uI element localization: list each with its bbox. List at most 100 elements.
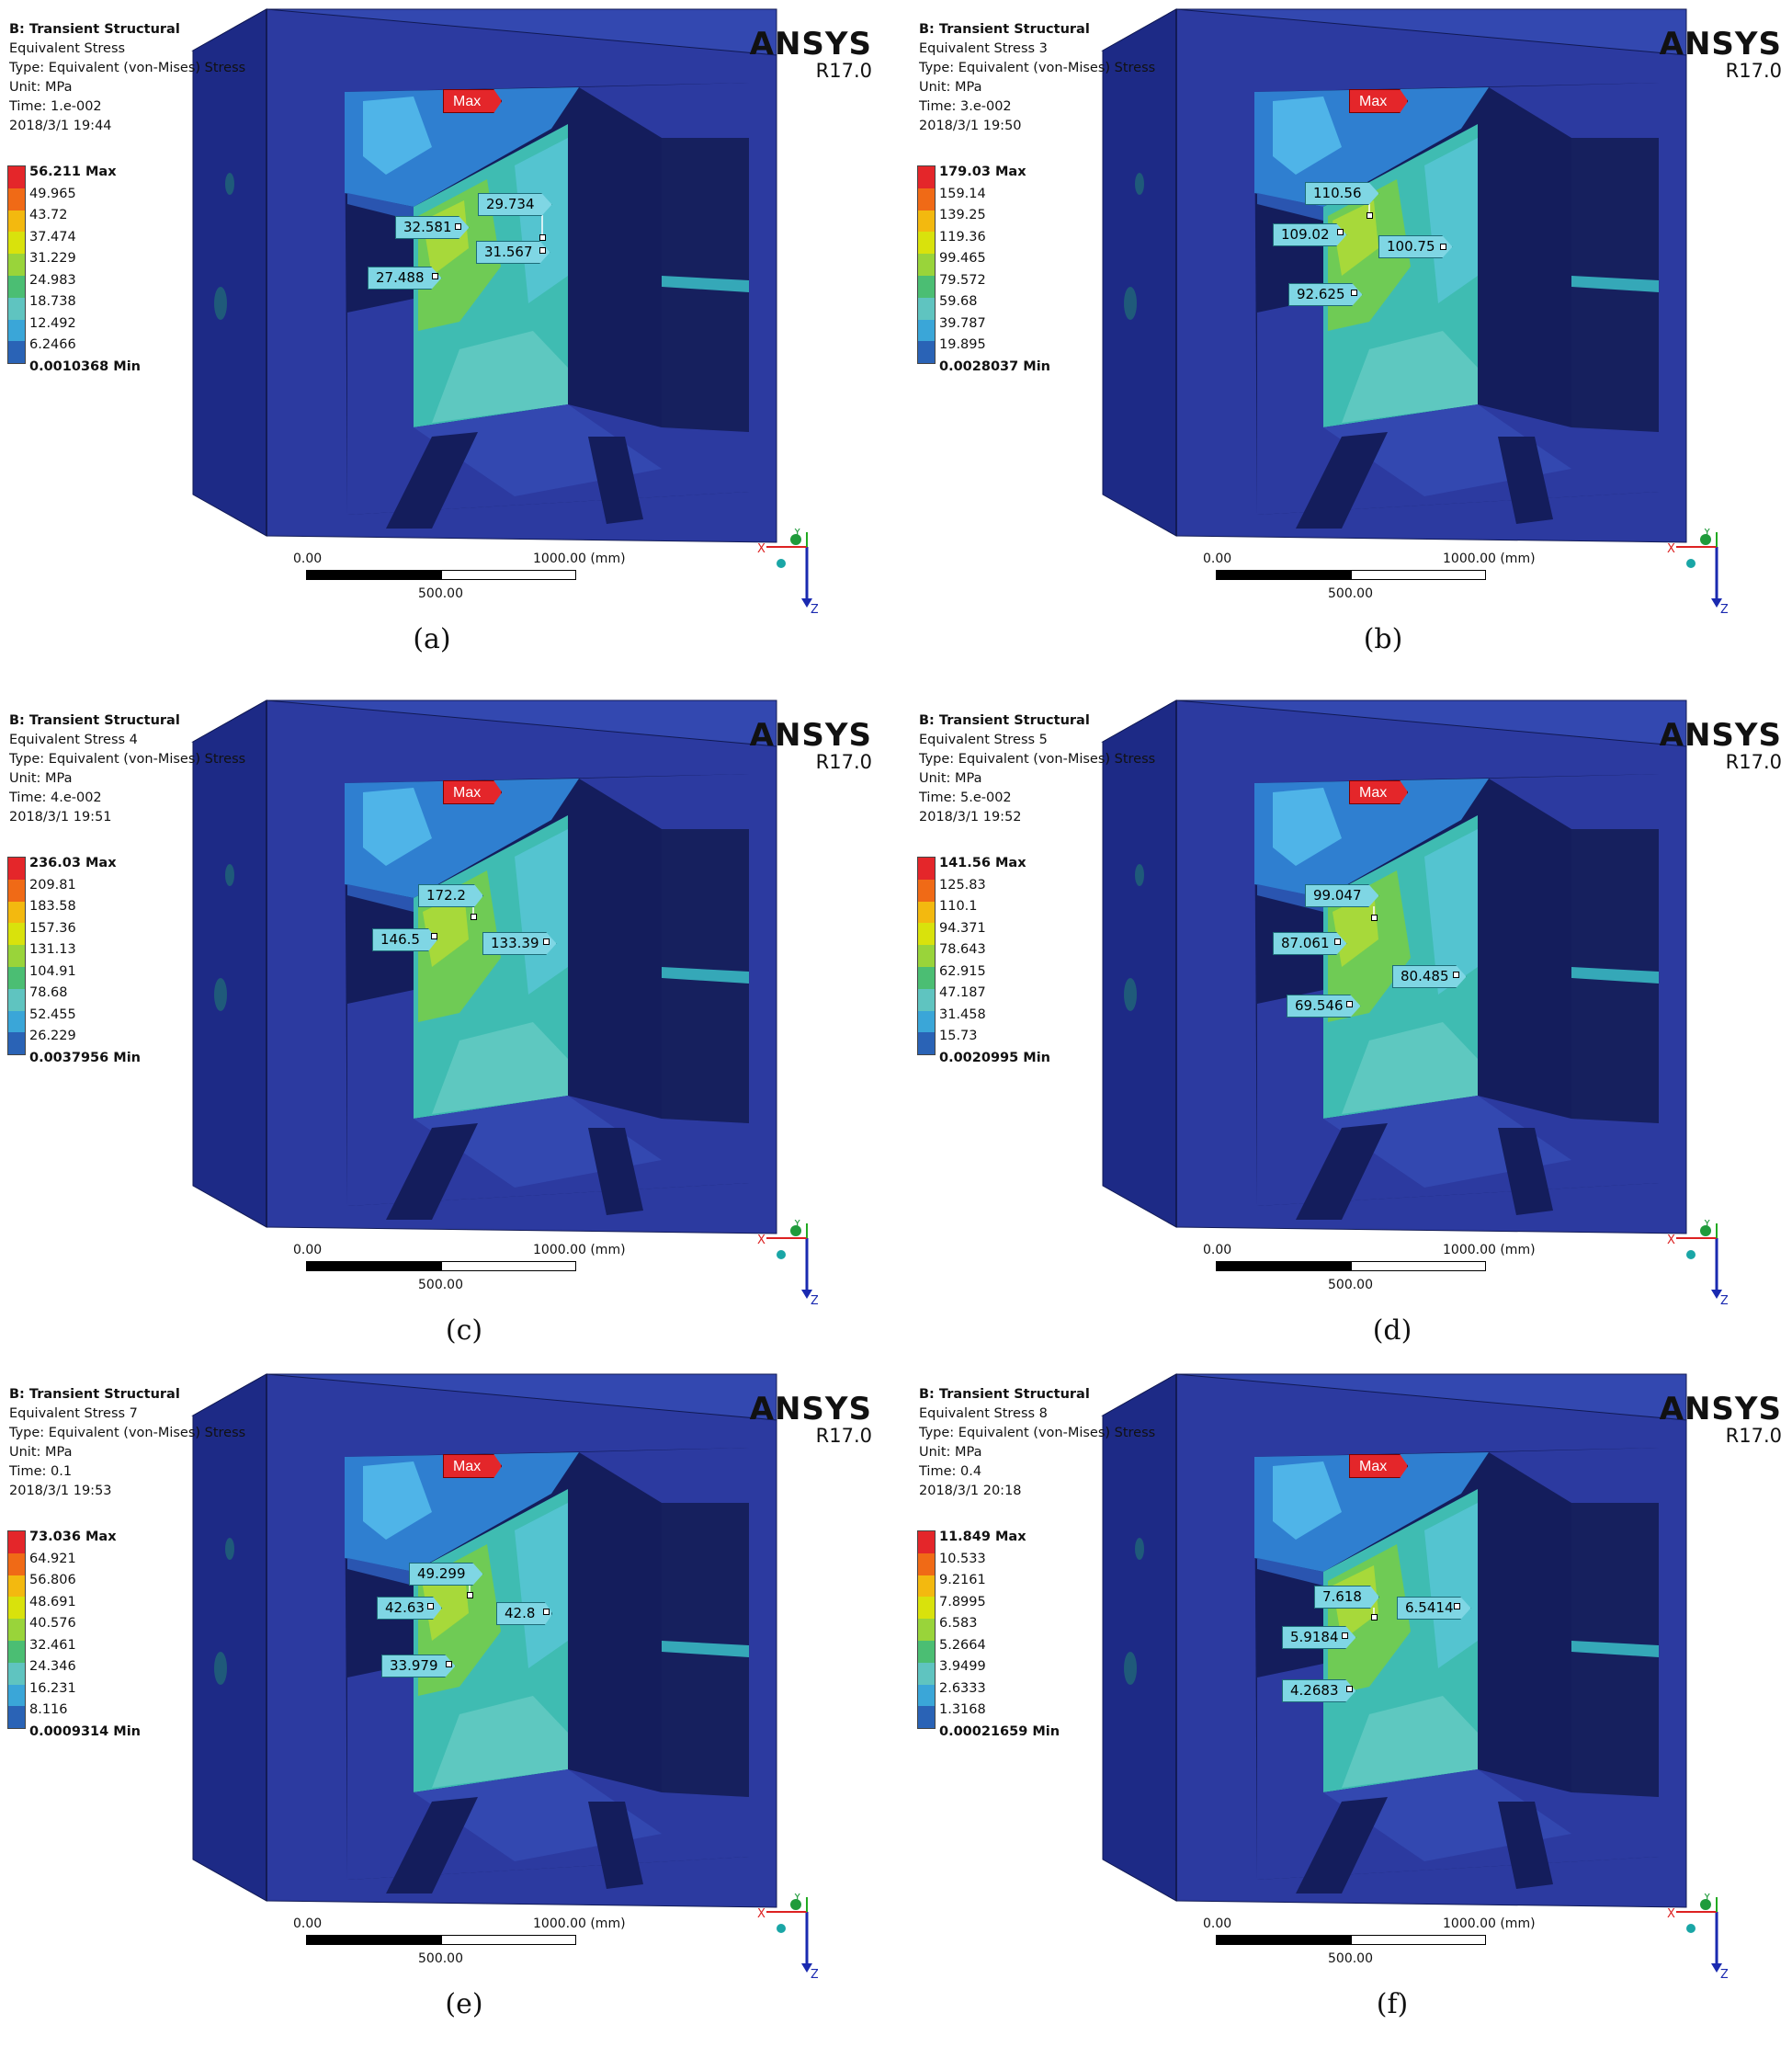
max-marker[interactable]: Max <box>443 89 503 113</box>
legend-swatch <box>918 275 935 298</box>
max-marker[interactable]: Max <box>443 780 503 804</box>
legend-swatch <box>918 188 935 210</box>
result-unit: Unit: MPa <box>919 1445 982 1460</box>
probe-label[interactable]: 29.734 <box>478 193 552 216</box>
axis-triad-icon[interactable]: X Y Z <box>1663 529 1728 616</box>
legend-labels: 179.03 Max 159.14 139.25 119.36 99.465 79.572… <box>939 162 1050 378</box>
legend-swatch <box>8 879 25 902</box>
max-marker[interactable]: Max <box>1349 780 1409 804</box>
probe-point <box>1342 1632 1348 1639</box>
lower-stiffener-1 <box>1296 1797 1388 1893</box>
probe-label[interactable]: 49.299 <box>409 1563 483 1586</box>
legend-tick-label: 9.2161 <box>939 1573 986 1587</box>
plate-contour-cyan <box>1424 829 1478 995</box>
max-marker[interactable]: Max <box>1349 89 1409 113</box>
fea-model-view[interactable] <box>0 0 896 682</box>
result-date: 2018/3/1 19:50 <box>919 119 1022 133</box>
axis-triad-icon[interactable]: X Y Z <box>1663 1893 1728 1981</box>
legend-min-label: 0.0028037 Min <box>939 358 1050 374</box>
legend-tick-label: 79.572 <box>939 272 986 288</box>
legend-swatch <box>8 297 25 320</box>
axis-triad-icon[interactable]: X Y Z <box>754 1893 818 1981</box>
probe-label[interactable]: 109.02 <box>1273 223 1347 246</box>
probe-label[interactable]: 110.56 <box>1305 182 1379 205</box>
probe-label[interactable]: 4.2683 <box>1282 1679 1356 1702</box>
legend-tick-label: 119.36 <box>939 229 986 245</box>
probe-label[interactable]: 42.8 <box>496 1602 553 1625</box>
legend-tick-label: 12.492 <box>29 315 76 331</box>
length-scale-bar: 0.00 1000.00 (mm) 500.00 <box>293 552 626 607</box>
probe-label[interactable]: 87.061 <box>1273 932 1347 955</box>
probe-label[interactable]: 33.979 <box>381 1655 456 1677</box>
result-date: 2018/3/1 20:18 <box>919 1484 1022 1498</box>
fea-model-view[interactable] <box>0 1365 896 2047</box>
probe-label[interactable]: 31.567 <box>476 241 550 264</box>
probe-label[interactable]: 42.63 <box>377 1597 442 1620</box>
legend-swatch <box>8 1597 25 1620</box>
legend-color-bar <box>7 857 26 1055</box>
legend-swatch <box>8 1575 25 1598</box>
result-type: Type: Equivalent (von-Mises) Stress <box>9 752 246 767</box>
result-unit: Unit: MPa <box>919 771 982 786</box>
legend-swatch <box>8 1032 25 1055</box>
ansys-wordmark: ANSYS <box>1659 1391 1782 1427</box>
probe-point <box>1337 229 1344 235</box>
probe-label[interactable]: 92.625 <box>1288 283 1363 306</box>
probe-point <box>467 1592 473 1598</box>
legend-tick-label: 8.116 <box>29 1702 68 1717</box>
legend-swatch <box>8 210 25 233</box>
right-shelf <box>662 967 749 984</box>
probe-label[interactable]: 172.2 <box>418 884 483 907</box>
axis-z-label: Z <box>811 1294 818 1307</box>
axis-triad-icon[interactable]: X Y Z <box>754 1220 818 1307</box>
lower-stiffener-2 <box>1498 1802 1553 1889</box>
probe-label[interactable]: 5.9184 <box>1282 1626 1356 1649</box>
probe-label[interactable]: 99.047 <box>1305 884 1379 907</box>
ansys-logo: ANSYS R17.0 <box>750 719 872 772</box>
result-time: Time: 4.e-002 <box>9 790 102 805</box>
fea-model-view[interactable] <box>0 691 896 1373</box>
probe-label[interactable]: 146.5 <box>372 928 437 951</box>
upper-right-stiffener <box>579 1448 749 1503</box>
scale-end-label: 1000.00 (mm) <box>1443 1916 1536 1931</box>
max-marker[interactable]: Max <box>1349 1454 1409 1478</box>
probe-point <box>1351 290 1357 296</box>
fea-model-view[interactable] <box>910 1365 1792 2047</box>
scale-segment-white <box>1351 1935 1486 1945</box>
legend-labels: 73.036 Max 64.921 56.806 48.691 40.576 32.461… <box>29 1527 141 1743</box>
result-type: Type: Equivalent (von-Mises) Stress <box>9 1426 246 1440</box>
legend-tick-label: 26.229 <box>29 1029 76 1043</box>
probe-point <box>432 273 438 279</box>
result-header: B: Transient Structural Equivalent Stress… <box>9 1385 257 1501</box>
contour-speckle <box>1135 173 1144 195</box>
legend-tick-label: 47.187 <box>939 985 986 1000</box>
legend-tick-label: 99.465 <box>939 251 986 266</box>
legend-tick-label: 78.643 <box>939 942 986 957</box>
legend-max-label: 56.211 Max <box>29 165 117 179</box>
scale-start-label: 0.00 <box>1203 1916 1232 1931</box>
axis-y-label: Y <box>1703 1220 1711 1230</box>
legend-tick-label: 10.533 <box>939 1551 986 1566</box>
fea-model-view[interactable] <box>910 0 1792 682</box>
legend-swatch <box>918 901 935 924</box>
lower-stiffener-1 <box>386 1123 478 1220</box>
legend-tick-label: 31.229 <box>29 251 76 266</box>
ansys-version: R17.0 <box>1725 1425 1782 1447</box>
upper-right-stiffener <box>1489 1448 1659 1503</box>
probe-label[interactable]: 80.485 <box>1392 965 1467 988</box>
axis-triad-icon[interactable]: X Y Z <box>1663 1220 1728 1307</box>
lower-stiffener-1 <box>1296 1123 1388 1220</box>
axis-triad-icon[interactable]: X Y Z <box>754 529 818 616</box>
axis-z-label: Z <box>811 1968 818 1981</box>
legend-swatch <box>918 1640 935 1663</box>
scale-segment-white <box>1351 570 1486 580</box>
legend-swatch <box>8 232 25 255</box>
probe-label[interactable]: 7.618 <box>1314 1586 1379 1609</box>
probe-label[interactable]: 27.488 <box>368 267 442 290</box>
legend-tick-label: 37.474 <box>29 229 76 245</box>
probe-point <box>455 223 461 230</box>
legend-tick-label: 2.6333 <box>939 1680 986 1696</box>
probe-point <box>427 1603 434 1609</box>
max-marker[interactable]: Max <box>443 1454 503 1478</box>
analysis-title: B: Transient Structural <box>919 713 1090 728</box>
